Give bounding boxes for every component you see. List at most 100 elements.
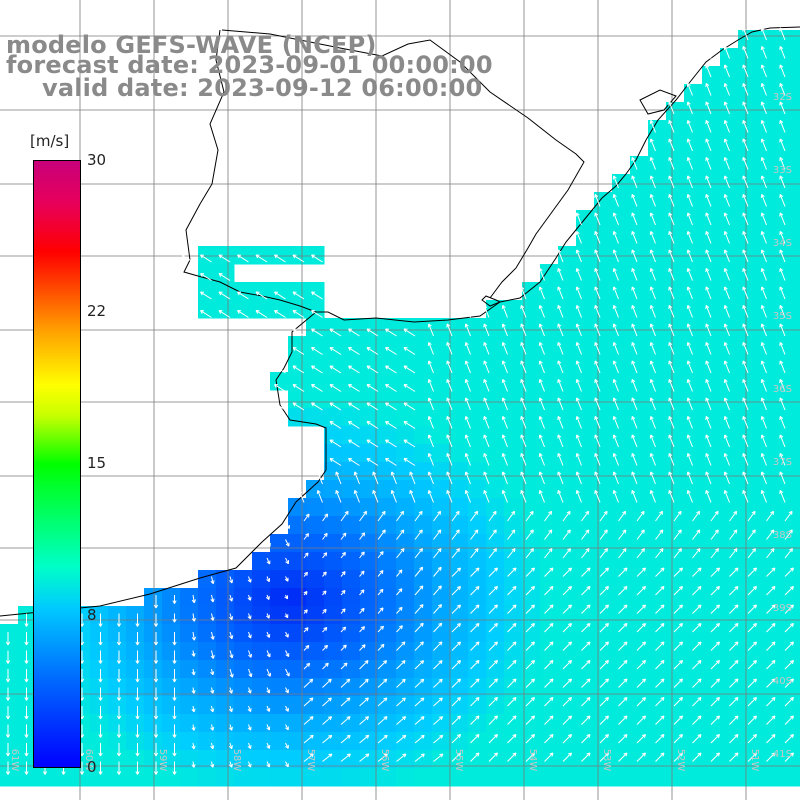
wind-arrow: [348, 347, 360, 355]
wind-speed-cell: [396, 318, 415, 337]
wind-speed-cell: [270, 714, 289, 733]
wind-arrow: [377, 551, 384, 559]
wind-arrow: [562, 697, 572, 707]
wind-arrow: [581, 567, 591, 577]
wind-arrow: [760, 490, 767, 503]
wind-arrow: [779, 27, 786, 41]
wind-speed-cell: [414, 354, 433, 373]
wind-speed-cell: [792, 336, 800, 355]
wind-speed-cell: [18, 624, 37, 643]
wind-arrow: [705, 83, 712, 96]
wind-arrow: [575, 342, 582, 355]
wind-speed-cell: [432, 516, 451, 535]
wind-speed-cell: [504, 588, 523, 607]
wind-speed-cell: [576, 588, 595, 607]
wind-speed-cell: [576, 660, 595, 679]
wind-speed-cell: [504, 624, 523, 643]
wind-arrow: [274, 402, 286, 411]
wind-arrow: [557, 397, 564, 411]
wind-arrow: [266, 576, 271, 583]
wind-vectors: [5, 27, 794, 775]
wind-arrow: [153, 706, 159, 720]
wind-speed-cell: [450, 552, 469, 571]
wind-arrow: [403, 439, 416, 448]
wind-arrow: [705, 212, 712, 226]
wind-arrow: [742, 231, 749, 244]
wind-arrow: [649, 305, 656, 318]
wind-arrow: [228, 705, 233, 713]
wind-speed-cell: [702, 768, 721, 787]
wind-arrow: [255, 254, 268, 263]
wind-arrow: [385, 421, 397, 429]
wind-speed-cell: [468, 750, 487, 769]
wind-arrow: [24, 687, 29, 701]
wind-speed-cell: [684, 192, 703, 211]
wind-arrow: [636, 623, 646, 633]
wind-arrow: [631, 397, 638, 411]
wind-speed-cell: [342, 750, 361, 769]
wind-arrow: [98, 632, 103, 646]
wind-arrow: [247, 631, 252, 639]
wind-speed-cell: [414, 696, 433, 715]
wind-arrow: [200, 254, 212, 263]
wind-speed-cell: [108, 732, 127, 751]
wind-speed-cell: [252, 714, 271, 733]
wind-speed-cell: [126, 750, 145, 769]
wind-arrow: [766, 623, 776, 633]
wind-arrow: [464, 342, 471, 355]
wind-speed-cell: [594, 642, 613, 661]
wind-arrow: [292, 365, 305, 374]
wind-arrow: [631, 194, 638, 207]
wind-speed-cell: [396, 660, 415, 679]
wind-speed-cell: [522, 498, 541, 517]
wind-arrow: [705, 490, 712, 503]
wind-arrow: [303, 627, 309, 633]
wind-speed-cell: [702, 264, 721, 283]
wind-arrow: [631, 305, 638, 318]
wind-speed-cell: [306, 606, 325, 625]
wind-arrow: [779, 175, 786, 189]
wind-speed-cell: [792, 696, 800, 715]
wind-arrow: [284, 631, 289, 638]
wind-arrow: [5, 743, 11, 757]
wind-speed-cell: [774, 390, 793, 409]
wind-speed-cell: [0, 642, 19, 661]
wind-arrow: [153, 743, 159, 757]
wind-speed-cell: [576, 480, 595, 499]
wind-speed-cell: [270, 300, 289, 319]
wind-arrow: [335, 490, 342, 503]
wind-speed-cell: [144, 660, 163, 679]
wind-arrow: [686, 342, 693, 355]
wind-speed-cell: [288, 696, 307, 715]
wind-speed-cell: [666, 354, 685, 373]
wind-arrow: [483, 416, 490, 429]
wind-speed-cell: [540, 642, 559, 661]
wind-arrow: [649, 286, 656, 300]
wind-speed-cell: [180, 696, 199, 715]
wind-arrow: [359, 734, 370, 744]
wind-arrow: [285, 520, 290, 529]
wind-arrow: [686, 397, 693, 411]
wind-speed-cell: [270, 552, 289, 571]
wind-arrow: [377, 588, 384, 596]
wind-speed-cell: [378, 570, 397, 589]
wind-speed-cell: [648, 660, 667, 679]
wind-arrow: [284, 613, 289, 619]
wind-speed-cell: [432, 570, 451, 589]
wind-arrow: [483, 342, 490, 355]
wind-arrow: [525, 510, 534, 522]
wind-arrow: [329, 458, 342, 466]
wind-speed-cell: [504, 750, 523, 769]
wind-speed-cell: [342, 714, 361, 733]
wind-speed-cell: [612, 606, 631, 625]
wind-arrow: [451, 529, 460, 540]
wind-speed-cell: [756, 696, 775, 715]
wind-speed-cell: [486, 642, 505, 661]
wind-arrow: [686, 138, 693, 152]
wind-arrow: [766, 586, 776, 596]
wind-arrow: [266, 650, 271, 658]
wind-speed-cell: [450, 480, 469, 499]
wind-arrow: [784, 697, 794, 707]
wind-speed-cell: [540, 426, 559, 445]
wind-arrow: [366, 402, 379, 411]
